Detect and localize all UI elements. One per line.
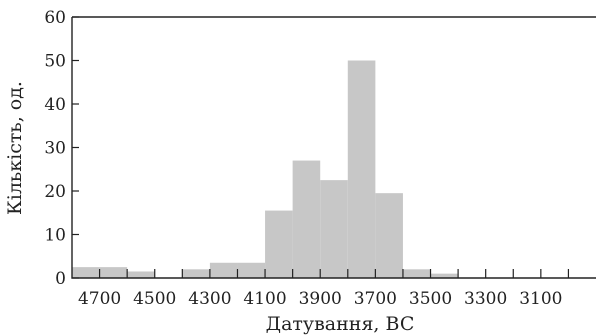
labels-group: 0 10 20 30 40 50 60 4700 4500 4300 4100 3900 3700 350… <box>44 8 562 309</box>
bar-4100-4000 <box>265 210 293 278</box>
x-axis-title: Датування, BC <box>266 313 415 335</box>
bar-4200-4100 <box>237 262 266 278</box>
x-tick-label-4300: 4300 <box>188 289 231 309</box>
bars-group <box>72 60 459 278</box>
bar-3500-3400 <box>430 273 459 278</box>
y-tick-label-60: 60 <box>44 8 66 28</box>
bar-4400-4300 <box>182 269 210 278</box>
bar-4300-4200 <box>209 262 238 278</box>
bar-4800-4700 <box>72 267 100 278</box>
y-tick-label-10: 10 <box>44 226 66 246</box>
x-tick-label-4700: 4700 <box>78 289 121 309</box>
bar-4600-4500 <box>127 271 155 278</box>
bar-4000-3900 <box>292 160 321 278</box>
bar-4700-4600 <box>99 267 128 278</box>
x-tick-label-3500: 3500 <box>409 289 452 309</box>
x-tick-label-3900: 3900 <box>299 289 342 309</box>
y-tick-label-50: 50 <box>44 52 66 72</box>
bar-3900-3800 <box>320 180 348 278</box>
bar-3700-3600 <box>375 193 403 278</box>
ticks-group <box>72 16 570 279</box>
bar-3600-3500 <box>402 269 431 278</box>
y-tick-label-40: 40 <box>44 95 66 115</box>
x-tick-label-3300: 3300 <box>464 289 507 309</box>
y-axis-title: Кількість, од. <box>4 81 26 215</box>
x-tick-label-4500: 4500 <box>133 289 176 309</box>
x-tick-label-3100: 3100 <box>519 289 562 309</box>
y-tick-label-0: 0 <box>55 269 66 289</box>
y-tick-label-30: 30 <box>44 139 66 159</box>
x-tick-label-4100: 4100 <box>243 289 286 309</box>
x-tick-label-3700: 3700 <box>354 289 397 309</box>
y-tick-label-20: 20 <box>44 182 66 202</box>
bar-3800-3700 <box>347 60 376 278</box>
